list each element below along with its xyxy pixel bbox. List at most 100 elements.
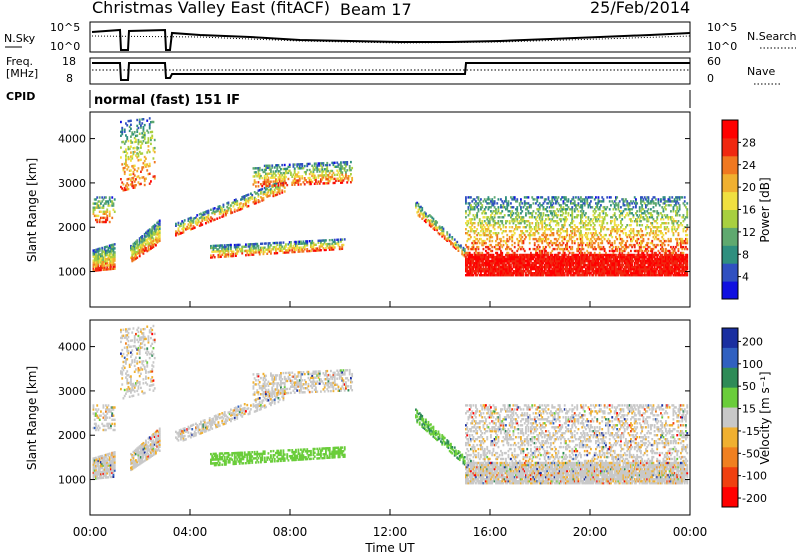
power-echo-cell <box>421 217 424 220</box>
power-echo-cell <box>470 255 472 259</box>
power-echo-cell <box>508 270 511 273</box>
power-echo-cell <box>563 224 566 227</box>
power-echo-cell <box>580 263 582 267</box>
power-echo-cell <box>485 241 487 245</box>
power-echo-cell <box>532 265 535 269</box>
power-echo-cell <box>608 270 611 273</box>
power-echo-cell <box>501 274 504 277</box>
power-echo-cell <box>485 245 487 249</box>
power-echo-cell <box>125 188 127 191</box>
power-echo-cell <box>326 242 329 246</box>
power-echo-cell <box>323 168 326 171</box>
power-echo-cell <box>246 205 249 208</box>
power-echo-cell <box>151 134 154 137</box>
power-echo-cell <box>631 255 634 259</box>
power-echo-cell <box>213 207 216 210</box>
power-echo-cell <box>551 232 554 235</box>
power-echo-cell <box>255 247 257 250</box>
power-echo-cell <box>585 196 587 199</box>
power-echo-cell <box>563 208 566 211</box>
power-echo-cell <box>577 245 580 249</box>
power-echo-cell <box>653 255 656 259</box>
power-echo-cell <box>420 212 422 215</box>
power-echo-cell <box>243 198 246 202</box>
power-echo-cell <box>126 168 129 171</box>
power-echo-cell <box>137 126 140 130</box>
power-echo-cell <box>588 267 591 271</box>
power-echo-cell <box>267 166 270 169</box>
power-echo-cell <box>92 265 95 268</box>
power-echo-cell <box>670 265 672 269</box>
power-echo-cell <box>132 259 135 262</box>
power-echo-cell <box>516 208 519 211</box>
power-echo-cell <box>138 249 141 252</box>
power-echo-cell <box>495 251 497 255</box>
power-echo-cell <box>615 267 617 271</box>
power-echo-cell <box>108 266 111 269</box>
power-echo-cell <box>418 206 421 209</box>
power-echo-cell <box>472 222 475 225</box>
power-echo-cell <box>313 249 316 252</box>
power-echo-cell <box>588 222 591 225</box>
power-echo-cell <box>93 259 96 262</box>
power-echo-cell <box>526 259 529 263</box>
power-echo-cell <box>516 237 519 241</box>
power-echo-cell <box>220 255 222 258</box>
power-echo-cell <box>476 237 479 241</box>
power-echo-cell <box>96 196 99 199</box>
power-echo-cell <box>303 242 306 245</box>
power-echo-cell <box>475 261 477 265</box>
power-echo-cell <box>555 241 557 245</box>
power-echo-cell <box>326 174 329 177</box>
power-echo-cell <box>558 270 561 273</box>
power-echo-cell <box>148 164 151 168</box>
power-echo-cell <box>570 259 572 263</box>
power-echo-cell <box>543 232 546 235</box>
power-echo-cell <box>226 211 229 214</box>
power-echo-cell <box>555 270 557 273</box>
power-echo-cell <box>570 274 572 277</box>
power-echo-cell <box>488 265 491 269</box>
power-echo-cell <box>566 255 569 259</box>
power-echo-cell <box>570 261 572 265</box>
power-echo-cell <box>471 259 474 263</box>
power-echo-cell <box>348 169 351 172</box>
power-echo-cell <box>510 270 512 273</box>
power-echo-cell <box>101 262 104 266</box>
power-echo-cell <box>130 159 132 162</box>
power-echo-cell <box>565 216 567 219</box>
power-echo-cell <box>572 274 575 277</box>
power-echo-cell <box>686 257 689 261</box>
power-echo-cell <box>572 196 575 199</box>
power-echo-cell <box>586 263 589 267</box>
power-echo-cell <box>570 270 572 273</box>
power-echo-cell <box>350 160 352 164</box>
power-echo-cell <box>441 235 444 238</box>
power-echo-cell <box>253 175 256 178</box>
power-echo-cell <box>657 253 660 257</box>
power-echo-cell <box>472 198 475 201</box>
power-echo-cell <box>341 247 344 250</box>
power-echo-cell <box>473 222 476 225</box>
power-echo-cell <box>652 270 655 273</box>
power-echo-cell <box>487 220 490 223</box>
power-echo-cell <box>568 272 571 275</box>
power-echo-cell <box>340 247 342 251</box>
power-echo-cell <box>267 250 270 253</box>
power-echo-cell <box>542 232 545 235</box>
power-echo-cell <box>266 252 269 255</box>
power-echo-cell <box>611 241 614 245</box>
power-echo-cell <box>268 246 271 249</box>
power-echo-cell <box>288 247 291 250</box>
power-echo-cell <box>522 253 525 257</box>
power-echo-cell <box>586 270 589 273</box>
power-echo-cell <box>606 274 609 277</box>
power-echo-cell <box>516 226 519 229</box>
power-echo-cell <box>320 178 322 181</box>
power-echo-cell <box>573 253 576 257</box>
power-echo-cell <box>235 200 237 203</box>
power-echo-cell <box>337 163 340 166</box>
power-echo-cell <box>561 210 564 213</box>
power-echo-cell <box>586 233 589 237</box>
power-echo-cell <box>590 267 592 271</box>
